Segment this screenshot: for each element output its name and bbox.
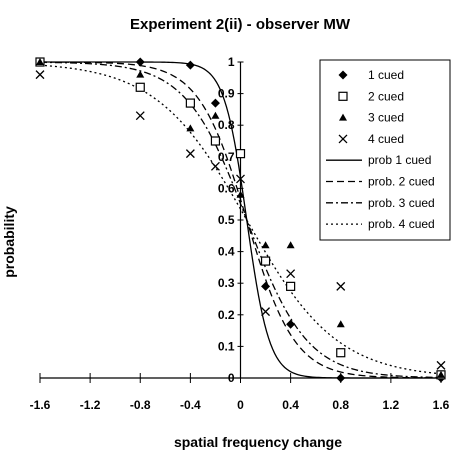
- data-point: [261, 281, 271, 291]
- data-point: [210, 136, 221, 146]
- x-tick-label: -0.4: [180, 398, 201, 412]
- legend-symbol: [338, 134, 348, 144]
- data-point: [135, 111, 145, 121]
- y-tick-label: 0.6: [218, 181, 235, 195]
- data-point: [186, 124, 195, 132]
- data-point: [286, 319, 296, 329]
- y-tick-label: 0.1: [218, 339, 235, 353]
- data-point: [336, 348, 346, 358]
- data-point: [236, 190, 245, 198]
- y-tick-label: 1: [228, 55, 235, 69]
- data-point: [286, 269, 296, 279]
- x-tick-label: 0.4: [282, 398, 299, 412]
- data-point: [135, 57, 145, 67]
- data-point: [260, 256, 271, 266]
- x-tick-label: 0: [237, 398, 244, 412]
- data-point: [437, 370, 445, 378]
- x-tick-label: -1.2: [80, 398, 101, 412]
- x-tick-label: 1.6: [433, 398, 450, 412]
- data-point: [185, 149, 195, 159]
- data-point: [210, 161, 220, 171]
- legend-label: prob. 3 cued: [368, 196, 435, 210]
- markers: [35, 57, 446, 383]
- data-point: [336, 373, 346, 383]
- data-point: [286, 241, 295, 249]
- data-point: [336, 320, 345, 328]
- x-axis-title: spatial frequency change: [174, 434, 342, 450]
- curve-line: [40, 61, 441, 379]
- legend-label: prob. 4 cued: [368, 217, 435, 231]
- chart-title: Experiment 2(ii) - observer MW: [130, 16, 351, 33]
- data-point: [136, 70, 145, 78]
- legend-box: [319, 59, 451, 241]
- curves: [39, 61, 442, 379]
- data-point: [35, 70, 45, 80]
- y-tick-label: 0: [228, 371, 235, 385]
- data-point: [210, 98, 220, 108]
- legend-symbol: [339, 113, 347, 121]
- x-tick-label: -0.8: [130, 398, 151, 412]
- data-point: [261, 241, 270, 249]
- data-point: [135, 82, 145, 92]
- y-tick-label: 0.4: [218, 245, 235, 259]
- y-tick-label: 0.3: [218, 276, 235, 290]
- y-tick-label: 0.9: [218, 87, 235, 101]
- legend-label: prob. 2 cued: [368, 175, 435, 189]
- data-point: [336, 281, 346, 291]
- data-point: [36, 58, 44, 65]
- legend-label: 4 cued: [368, 132, 404, 146]
- x-tick-label: 0.8: [332, 398, 349, 412]
- data-point: [185, 98, 195, 108]
- data-point: [436, 360, 446, 370]
- legend-label: 2 cued: [368, 89, 404, 103]
- y-tick-label: 0.5: [218, 213, 235, 227]
- x-tick-label: 1.2: [383, 398, 400, 412]
- curve-line: [39, 61, 442, 379]
- data-point: [236, 174, 245, 184]
- data-point: [235, 149, 246, 159]
- legend-symbol: [338, 70, 348, 80]
- y-axis-title: probability: [1, 206, 17, 278]
- legend: 1 cued 2 cued 3 cued 4 cued prob 1 cued prob.…: [319, 59, 451, 241]
- legend-label: prob 1 cued: [368, 153, 431, 167]
- data-point: [286, 281, 296, 291]
- data-point: [211, 111, 220, 119]
- legend-symbol: [338, 91, 348, 101]
- y-tick-label: 0.2: [218, 308, 235, 322]
- data-point: [185, 60, 195, 70]
- legend-label: 1 cued: [368, 68, 404, 82]
- legend-label: 3 cued: [368, 111, 404, 125]
- data-point: [261, 307, 271, 317]
- curve-line: [39, 61, 442, 379]
- x-tick-label: -1.6: [30, 398, 51, 412]
